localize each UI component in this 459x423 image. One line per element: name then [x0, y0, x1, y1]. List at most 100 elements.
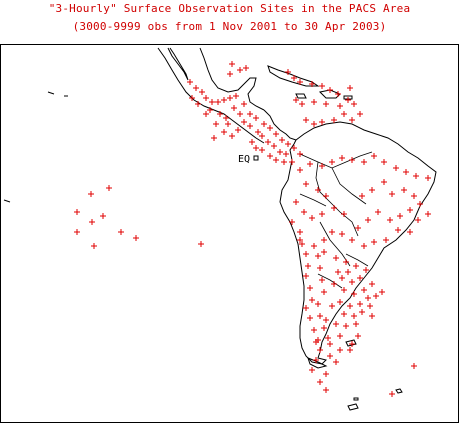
station-marker	[118, 229, 124, 235]
station-marker	[253, 115, 259, 121]
station-marker	[337, 299, 343, 305]
station-marker	[341, 211, 347, 217]
station-marker	[411, 193, 417, 199]
station-marker	[335, 91, 341, 97]
falkland-islands	[345, 339, 357, 347]
station-marker	[221, 97, 227, 103]
station-marker	[353, 263, 359, 269]
station-marker	[189, 95, 195, 101]
station-marker	[357, 111, 363, 117]
station-marker	[349, 157, 355, 163]
station-marker	[281, 159, 287, 165]
station-marker	[389, 391, 395, 397]
station-marker	[279, 137, 285, 143]
station-marker	[303, 273, 309, 279]
station-marker	[315, 253, 321, 259]
baja-california	[167, 47, 189, 81]
station-marker	[321, 325, 327, 331]
station-marker	[351, 313, 357, 319]
station-marker	[207, 107, 213, 113]
station-marker	[363, 267, 369, 273]
mexico-gulf-coast	[199, 47, 265, 111]
station-marker	[333, 255, 339, 261]
station-marker	[319, 163, 325, 169]
station-marker	[213, 121, 219, 127]
station-marker	[285, 141, 291, 147]
station-marker	[225, 121, 231, 127]
map-border	[0, 44, 459, 423]
station-marker	[361, 243, 367, 249]
station-marker	[223, 115, 229, 121]
station-marker	[267, 153, 273, 159]
station-marker	[381, 179, 387, 185]
station-marker	[100, 213, 106, 219]
station-marker	[335, 269, 341, 275]
central-america-east-coast	[263, 109, 297, 141]
station-marker	[343, 259, 349, 265]
station-marker	[233, 93, 239, 99]
station-marker	[247, 111, 253, 117]
station-marker	[349, 279, 355, 285]
station-marker	[355, 225, 361, 231]
station-marker	[371, 153, 377, 159]
jamaica-outline	[295, 93, 307, 99]
station-marker	[211, 135, 217, 141]
station-marker	[349, 117, 355, 123]
station-marker	[317, 265, 323, 271]
station-marker	[349, 341, 355, 347]
station-marker	[389, 191, 395, 197]
station-marker	[229, 61, 235, 67]
map-subtitle: (3000-9999 obs from 1 Nov 2001 to 30 Apr…	[72, 20, 387, 33]
station-marker	[273, 157, 279, 163]
station-marker	[341, 111, 347, 117]
station-marker	[351, 291, 357, 297]
station-marker	[319, 277, 325, 283]
station-marker	[315, 187, 321, 193]
station-marker	[325, 335, 331, 341]
interior-borders	[299, 151, 373, 289]
station-marker	[303, 251, 309, 257]
station-marker	[329, 303, 335, 309]
station-marker	[291, 145, 297, 151]
station-marker	[277, 149, 283, 155]
station-marker	[317, 313, 323, 319]
station-marker	[379, 289, 385, 295]
station-marker	[331, 281, 337, 287]
station-marker	[393, 165, 399, 171]
station-marker	[331, 205, 337, 211]
station-marker	[407, 207, 413, 213]
station-marker	[347, 347, 353, 353]
station-marker	[227, 71, 233, 77]
station-marker	[289, 219, 295, 225]
station-marker	[291, 75, 297, 81]
station-marker	[303, 117, 309, 123]
station-marker	[415, 217, 421, 223]
station-marker	[203, 95, 209, 101]
station-marker	[341, 311, 347, 317]
station-marker	[265, 139, 271, 145]
station-marker	[329, 229, 335, 235]
station-marker	[345, 269, 351, 275]
station-marker	[311, 327, 317, 333]
station-marker	[413, 173, 419, 179]
station-marker	[311, 99, 317, 105]
station-marker	[309, 367, 315, 373]
station-marker	[209, 99, 215, 105]
station-marker	[217, 111, 223, 117]
station-marker	[241, 119, 247, 125]
station-marker	[339, 155, 345, 161]
station-marker	[273, 131, 279, 137]
station-marker	[365, 217, 371, 223]
station-marker	[311, 243, 317, 249]
station-marker	[307, 161, 313, 167]
station-marker	[361, 287, 367, 293]
station-marker	[303, 181, 309, 187]
station-marker	[267, 125, 273, 131]
station-marker	[215, 99, 221, 105]
station-marker	[187, 79, 193, 85]
station-marker	[237, 111, 243, 117]
station-marker	[367, 303, 373, 309]
station-marker	[253, 145, 259, 151]
station-marker	[337, 333, 343, 339]
station-marker	[91, 243, 97, 249]
